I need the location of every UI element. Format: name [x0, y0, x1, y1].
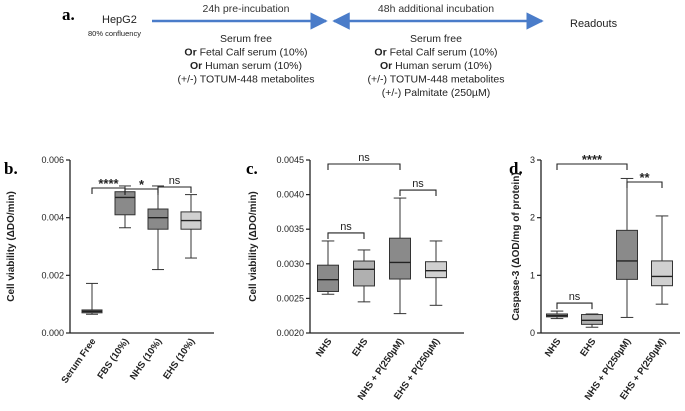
box-iqr [651, 260, 673, 287]
bracket-line [626, 181, 663, 188]
box-4 [180, 194, 202, 259]
box-iqr [389, 237, 411, 280]
y-tick-label: 0.002 [41, 270, 64, 280]
significance-bracket: ns [327, 152, 401, 170]
significance-label: ** [639, 170, 650, 185]
y-tick-label: 0.0030 [276, 259, 304, 269]
y-tick-label: 2 [530, 213, 535, 223]
category-label: EHS [350, 336, 370, 358]
y-axis-title: Cell viability (ΔDO/min) [248, 191, 259, 302]
step2-conditions: Serum free Or Fetal Calf serum (10%)Or Hu… [367, 33, 504, 99]
category-label: NHS [314, 336, 335, 359]
step1-condition: Or Human serum (10%) [190, 60, 302, 72]
significance-bracket: ns [327, 221, 365, 239]
box-iqr [317, 264, 339, 292]
box-1 [317, 240, 339, 295]
significance-bracket: ns [556, 291, 593, 310]
y-tick-label: 0.0045 [276, 155, 304, 165]
y-tick-label: 0 [530, 328, 535, 338]
significance-label: ns [340, 221, 352, 233]
step2-condition: Serum free [410, 33, 462, 45]
y-axis-title: Caspase-3 (ΔOD/mg of protein) [511, 172, 522, 320]
step2-label: 48h additional incubation [378, 3, 494, 15]
step2-condition: (+/-) Palmitate (250µM) [382, 87, 490, 99]
step1-condition: (+/-) TOTUM-448 metabolites [177, 74, 314, 86]
box-iqr [581, 314, 603, 325]
box-iqr [616, 229, 638, 280]
significance-label: **** [582, 152, 603, 167]
box-iqr [147, 208, 169, 230]
y-tick-label: 0.000 [41, 328, 64, 338]
bracket-line [556, 302, 593, 310]
y-tick-label: 0.0040 [276, 190, 304, 200]
panel-letter: b. [4, 159, 18, 178]
chart-panel-c: c. 0.0020 0.0025 0.0030 0.0035 0.0040 0.0045 Ce… [246, 152, 464, 402]
chart-panel-b: b. 0.000 0.002 0.004 0.006 Cell viability (ΔD… [4, 155, 214, 386]
step2-condition: Or Human serum (10%) [380, 60, 492, 72]
category-label: NHS [543, 336, 564, 359]
readouts-label: Readouts [570, 18, 618, 30]
step2-condition: (+/-) TOTUM-448 metabolites [367, 74, 504, 86]
step1-label: 24h pre-incubation [203, 3, 290, 15]
y-axis-title: Cell viability (ΔDO/min) [6, 191, 17, 302]
confluency-label: 80% confluency [88, 29, 141, 38]
box-3 [147, 185, 169, 271]
bracket-line [556, 163, 628, 170]
cell-line-label: HepG2 [102, 14, 137, 26]
significance-bracket: ns [157, 175, 192, 193]
y-tick-label: 0.006 [41, 155, 64, 165]
significance-bracket: **** [556, 152, 628, 170]
step1-conditions: Serum free Or Fetal Calf serum (10%)Or Hu… [177, 33, 314, 86]
panel-a: a. HepG2 80% confluency 24h pre-incubati… [62, 3, 618, 99]
box-1 [81, 282, 103, 315]
category-label: Serum Free [59, 336, 98, 385]
panel-a-letter: a. [62, 5, 75, 24]
box-iqr [114, 191, 136, 216]
category-label: EHS (10%) [161, 336, 197, 381]
box-iqr [425, 261, 447, 279]
bracket-line [399, 189, 437, 197]
step1-condition: Or Fetal Calf serum (10%) [184, 47, 307, 59]
significance-label: ns [358, 152, 370, 164]
significance-label: ns [569, 291, 581, 303]
step2-condition: Or Fetal Calf serum (10%) [374, 47, 497, 59]
significance-label: ns [412, 178, 424, 190]
bracket-line [157, 186, 192, 193]
y-tick-label: 0.0025 [276, 293, 304, 303]
bracket-line [327, 232, 365, 239]
y-tick-label: 1 [530, 270, 535, 280]
significance-bracket: ns [399, 178, 437, 197]
box-2 [581, 313, 603, 328]
box-2 [114, 185, 136, 229]
significance-label: **** [98, 176, 119, 191]
y-tick-label: 0.0020 [276, 328, 304, 338]
chart-panel-d: d. 0 1 2 3 Caspase-3 (ΔOD/mg of protein) NHS EH… [509, 152, 680, 402]
box-3 [616, 177, 638, 318]
box-iqr [353, 260, 375, 287]
y-tick-label: 0.0035 [276, 224, 304, 234]
box-1 [546, 310, 568, 320]
category-label: NHS (10%) [128, 336, 165, 382]
panel-letter: c. [246, 159, 258, 178]
y-tick-label: 3 [530, 155, 535, 165]
y-tick-label: 0.004 [41, 213, 64, 223]
step1-condition: Serum free [220, 33, 272, 45]
category-label: FBS (10%) [95, 336, 131, 381]
box-4 [651, 215, 673, 305]
significance-label: ns [169, 175, 181, 187]
box-3 [389, 197, 411, 315]
significance-bracket: ** [626, 170, 663, 188]
panel-letter: d. [509, 159, 523, 178]
bracket-line [327, 163, 401, 170]
category-label: EHS [578, 336, 598, 358]
box-4 [425, 240, 447, 306]
significance-label: * [139, 177, 145, 192]
box-2 [353, 249, 375, 303]
